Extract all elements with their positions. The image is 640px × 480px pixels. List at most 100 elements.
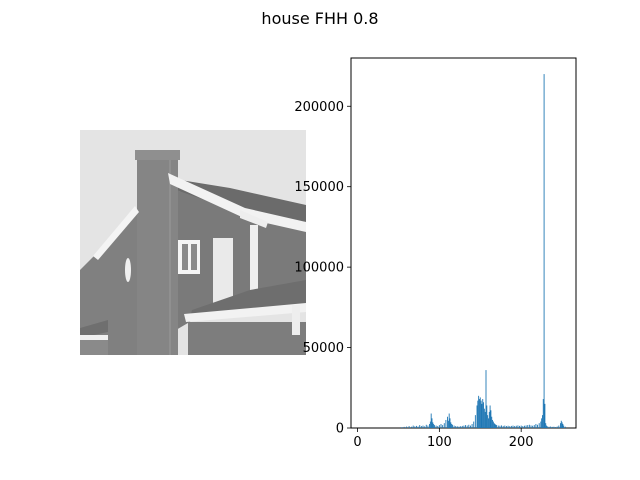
histogram-axes: 0 100 200 0 50000 100000 150000 200000 bbox=[294, 57, 577, 450]
x-tick-label: 100 bbox=[427, 435, 452, 450]
histogram-bar bbox=[494, 423, 496, 428]
histogram-bar bbox=[495, 424, 497, 428]
histogram-bar bbox=[424, 426, 426, 428]
histogram-bar bbox=[551, 426, 553, 428]
histogram-bar bbox=[429, 421, 431, 428]
histogram-bar bbox=[519, 425, 520, 428]
histogram-bar bbox=[562, 423, 564, 428]
histogram-bar bbox=[420, 426, 422, 428]
histogram-bar bbox=[492, 421, 494, 428]
histogram-bar bbox=[479, 399, 480, 428]
histogram-bar bbox=[476, 405, 478, 428]
histogram-bar bbox=[496, 425, 498, 428]
histogram-bar bbox=[470, 425, 471, 428]
histogram-bar bbox=[431, 418, 433, 428]
histogram-bar bbox=[465, 425, 466, 428]
downspout bbox=[250, 225, 258, 300]
x-tick-label: 0 bbox=[353, 435, 361, 450]
histogram-bar bbox=[471, 423, 473, 428]
histogram-bar bbox=[502, 425, 504, 428]
histogram-bar bbox=[480, 400, 482, 428]
histogram-bar bbox=[433, 423, 435, 428]
histogram-bar bbox=[564, 426, 566, 428]
oval-window bbox=[125, 258, 131, 282]
y-tick-label: 150000 bbox=[294, 180, 344, 195]
histogram-bar bbox=[481, 403, 483, 428]
histogram-bar bbox=[506, 426, 507, 428]
histogram-bar bbox=[544, 403, 546, 428]
histogram-bars bbox=[401, 74, 566, 428]
gable-wall bbox=[80, 210, 137, 355]
histogram-bar bbox=[538, 423, 540, 428]
histogram-bar bbox=[403, 426, 405, 428]
histogram-bar bbox=[434, 425, 435, 428]
histogram-bar bbox=[451, 423, 453, 428]
histogram-bar bbox=[507, 425, 509, 428]
histogram-bar bbox=[550, 426, 552, 428]
histogram-bar bbox=[561, 422, 563, 428]
histogram-bar bbox=[408, 426, 410, 428]
histogram-bar bbox=[487, 415, 489, 428]
histogram-bar bbox=[540, 421, 542, 428]
histogram-bar bbox=[542, 399, 544, 428]
histogram-bar bbox=[541, 418, 543, 428]
histogram-bar bbox=[447, 416, 448, 428]
histogram-bar bbox=[522, 426, 524, 428]
histogram-bar bbox=[460, 426, 462, 428]
histogram-bar bbox=[504, 425, 506, 428]
histogram-bar bbox=[463, 425, 465, 428]
histogram-bar bbox=[479, 397, 481, 428]
histogram-bar bbox=[535, 423, 537, 428]
histogram-bar bbox=[545, 423, 547, 428]
histogram-bar bbox=[501, 425, 502, 428]
histogram-bar bbox=[452, 424, 453, 428]
histogram-bar bbox=[456, 426, 458, 428]
histogram-bar bbox=[543, 74, 545, 428]
histogram-bar bbox=[437, 426, 439, 428]
histogram-bar bbox=[449, 418, 451, 428]
histogram-bar bbox=[533, 425, 535, 428]
histogram-bar bbox=[478, 395, 480, 428]
chimney-cap bbox=[135, 150, 180, 160]
plot-frame bbox=[350, 57, 577, 429]
histogram-bar bbox=[532, 425, 534, 428]
histogram-bar bbox=[401, 427, 403, 428]
lower-roof-trim bbox=[184, 303, 306, 322]
histogram-bar bbox=[560, 420, 562, 428]
gable-trim bbox=[93, 206, 139, 260]
histogram-bar bbox=[510, 425, 512, 428]
histogram-bar bbox=[484, 411, 486, 428]
histogram-bar bbox=[447, 420, 449, 428]
white-column bbox=[213, 238, 233, 306]
histogram-bar bbox=[458, 426, 460, 428]
histogram-bar bbox=[461, 425, 463, 428]
histogram-bar bbox=[445, 419, 447, 428]
histogram-bar bbox=[486, 405, 488, 428]
histogram-bar bbox=[406, 426, 408, 428]
histogram-bar bbox=[450, 422, 452, 428]
histogram-bar bbox=[477, 400, 479, 428]
histogram-bar bbox=[525, 425, 527, 428]
histogram-bar bbox=[440, 423, 442, 428]
histogram-bar bbox=[485, 370, 487, 428]
x-tick-label: 200 bbox=[509, 435, 534, 450]
y-tick-label: 50000 bbox=[303, 341, 344, 356]
x-ticks: 0 100 200 bbox=[353, 428, 534, 450]
histogram-bar bbox=[491, 416, 493, 428]
histogram-bar bbox=[514, 426, 516, 428]
histogram-bar bbox=[483, 402, 484, 428]
histogram-bar bbox=[517, 425, 519, 428]
histogram-bar bbox=[482, 399, 484, 428]
y-tick-label: 0 bbox=[336, 422, 344, 437]
histogram-bar bbox=[432, 422, 434, 428]
histogram-bar bbox=[435, 425, 437, 428]
histogram-bar bbox=[429, 423, 430, 428]
histogram-bar bbox=[509, 426, 511, 428]
y-ticks: 0 50000 100000 150000 200000 bbox=[294, 100, 351, 437]
histogram-bar bbox=[492, 419, 493, 428]
histogram-bar bbox=[515, 425, 517, 428]
histogram-bar bbox=[427, 425, 429, 428]
histogram-bar bbox=[442, 425, 444, 428]
histogram-bar bbox=[483, 408, 485, 428]
